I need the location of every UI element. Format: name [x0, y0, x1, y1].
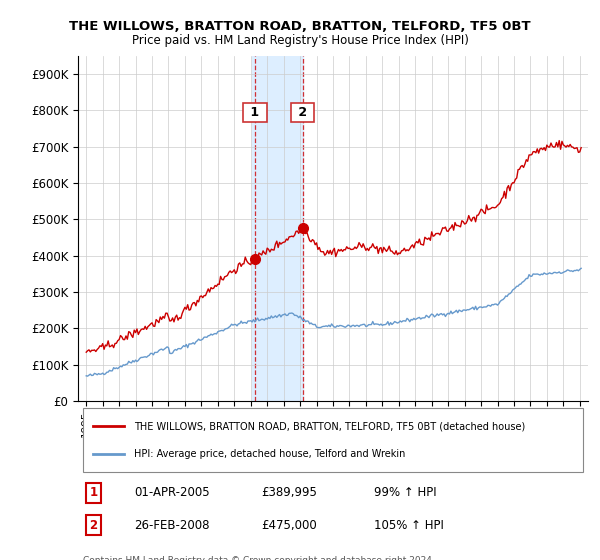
Text: 2: 2 [89, 519, 97, 531]
Text: HPI: Average price, detached house, Telford and Wrekin: HPI: Average price, detached house, Telf… [134, 449, 406, 459]
Text: THE WILLOWS, BRATTON ROAD, BRATTON, TELFORD, TF5 0BT (detached house): THE WILLOWS, BRATTON ROAD, BRATTON, TELF… [134, 421, 526, 431]
Text: Contains HM Land Registry data © Crown copyright and database right 2024.
This d: Contains HM Land Registry data © Crown c… [83, 556, 435, 560]
Text: 26-FEB-2008: 26-FEB-2008 [134, 519, 209, 531]
Text: 01-APR-2005: 01-APR-2005 [134, 486, 210, 499]
Text: Price paid vs. HM Land Registry's House Price Index (HPI): Price paid vs. HM Land Registry's House … [131, 34, 469, 46]
Text: THE WILLOWS, BRATTON ROAD, BRATTON, TELFORD, TF5 0BT: THE WILLOWS, BRATTON ROAD, BRATTON, TELF… [69, 20, 531, 32]
Bar [253, 56, 304, 401]
Text: 99% ↑ HPI: 99% ↑ HPI [374, 486, 436, 499]
FancyBboxPatch shape [83, 408, 583, 472]
Text: £389,995: £389,995 [262, 486, 317, 499]
Text: 105% ↑ HPI: 105% ↑ HPI [374, 519, 443, 531]
Text: 2: 2 [294, 106, 311, 119]
Text: 1: 1 [246, 106, 263, 119]
Text: £475,000: £475,000 [262, 519, 317, 531]
Text: 1: 1 [89, 486, 97, 499]
